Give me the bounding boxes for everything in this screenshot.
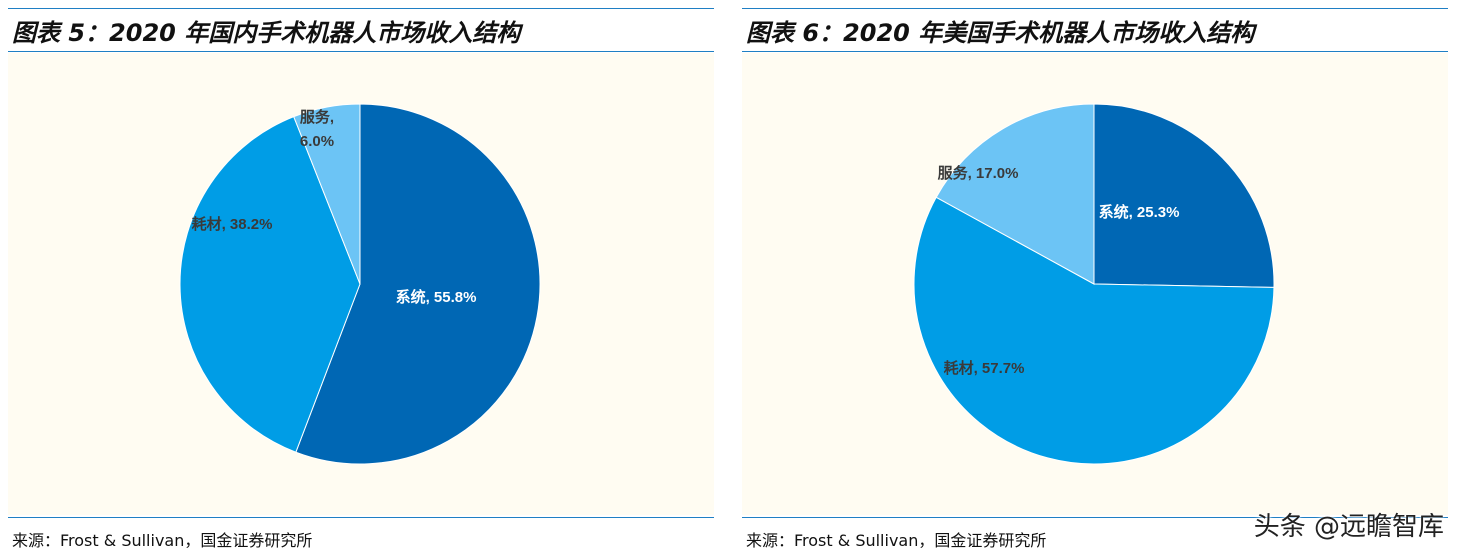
plot-area: 系统, 55.8% 耗材, 38.2% 服务, 6.0% — [8, 53, 714, 515]
chart-panel-us: 图表 6：2020 年美国手术机器人市场收入结构 系统, 25.3% 耗材, 57… — [742, 0, 1448, 558]
source-note: 来源：Frost & Sullivan，国金证券研究所 — [746, 531, 1047, 550]
pie-slice-2 — [179, 115, 361, 453]
pie-slice-3 — [293, 103, 361, 285]
slice-label-2: 耗材, 57.7% — [944, 359, 1025, 377]
pie-chart-us: 系统, 25.3% 耗材, 57.7% 服务, 17.0% — [913, 103, 1275, 465]
pie-slice-1 — [1093, 103, 1275, 288]
source-bar: 来源：Frost & Sullivan，国金证券研究所 — [742, 517, 1448, 558]
slice-label-2: 耗材, 38.2% — [192, 215, 273, 233]
pie-slice-3 — [935, 103, 1095, 285]
pie-chart-domestic: 系统, 55.8% 耗材, 38.2% 服务, 6.0% — [179, 103, 541, 465]
chart-panel-domestic: 图表 5：2020 年国内手术机器人市场收入结构 系统, 55.8% 耗材, 38… — [8, 0, 714, 558]
plot-area: 系统, 25.3% 耗材, 57.7% 服务, 17.0% — [742, 53, 1448, 515]
chart-title: 图表 5：2020 年国内手术机器人市场收入结构 — [12, 19, 521, 47]
slice-label-3: 服务, 17.0% — [938, 164, 1019, 182]
source-note: 来源：Frost & Sullivan，国金证券研究所 — [12, 531, 313, 550]
title-bar: 图表 6：2020 年美国手术机器人市场收入结构 — [742, 8, 1448, 52]
pie-slice-1 — [295, 103, 541, 465]
title-bar: 图表 5：2020 年国内手术机器人市场收入结构 — [8, 8, 714, 52]
source-bar: 来源：Frost & Sullivan，国金证券研究所 — [8, 517, 714, 558]
watermark: 头条 @远瞻智库 — [1253, 512, 1444, 542]
slice-label-1: 系统, 55.8% — [396, 288, 477, 306]
pie-slice-2 — [913, 196, 1275, 465]
slice-label-3: 服务, 6.0% — [300, 108, 334, 150]
slice-label-1: 系统, 25.3% — [1099, 203, 1180, 221]
chart-title: 图表 6：2020 年美国手术机器人市场收入结构 — [746, 19, 1255, 47]
